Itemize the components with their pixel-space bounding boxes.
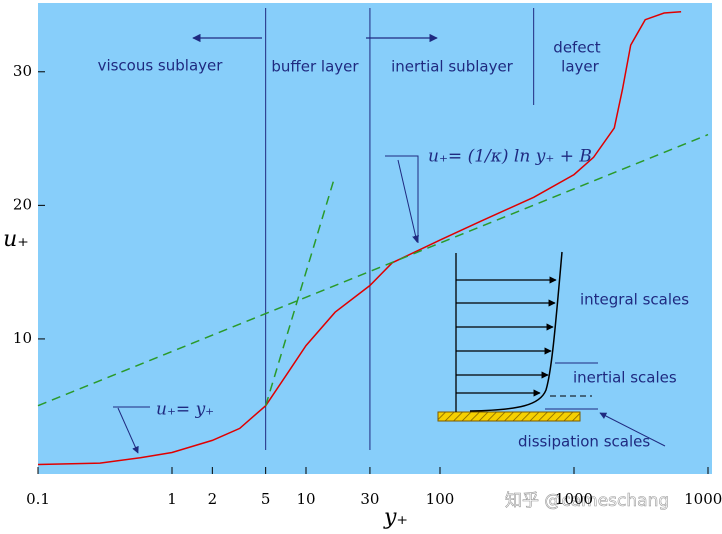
profile xyxy=(469,251,563,412)
plot-layer xyxy=(37,8,709,474)
x-tick-label: 0.1 xyxy=(26,490,50,508)
region-label: defect xyxy=(553,39,601,57)
inset-label: dissipation scales xyxy=(518,433,650,451)
x-tick-label: 10000 xyxy=(684,490,722,508)
arrow xyxy=(599,412,666,447)
profile-arrows xyxy=(456,276,557,397)
wall xyxy=(437,411,581,422)
x-tick-label: 1000 xyxy=(555,490,593,508)
x-tick-label: 1 xyxy=(167,490,177,508)
x-tick-label: 2 xyxy=(208,490,218,508)
y-tick-label: 30 xyxy=(13,62,32,80)
y-tick-label: 20 xyxy=(13,195,32,213)
x-tick-label: 5 xyxy=(261,490,271,508)
arrow xyxy=(117,407,139,454)
equation: u₊= y₊ xyxy=(156,400,214,420)
region-label: viscous sublayer xyxy=(98,57,224,75)
region-label: layer xyxy=(561,58,599,76)
watermark: 知乎 @cameschang xyxy=(505,491,669,511)
arrow xyxy=(397,159,419,243)
x-tick-label: 100 xyxy=(426,490,455,508)
y-axis-label: u₊ xyxy=(3,227,29,252)
x-axis-label: y₊ xyxy=(383,505,408,530)
inset-label: inertial scales xyxy=(573,369,677,387)
series-line xyxy=(37,133,709,407)
leader xyxy=(385,155,419,243)
plot-background xyxy=(38,3,712,474)
region-label: inertial sublayer xyxy=(391,58,514,76)
region-label: buffer layer xyxy=(271,58,359,76)
series-line xyxy=(264,181,335,406)
inset-label: integral scales xyxy=(580,291,689,309)
x-tick-label: 10 xyxy=(296,490,315,508)
y-tick-label: 10 xyxy=(13,329,32,347)
x-tick-label: 30 xyxy=(360,490,379,508)
equation: u₊= (1/κ) ln y₊ + B xyxy=(428,147,592,167)
